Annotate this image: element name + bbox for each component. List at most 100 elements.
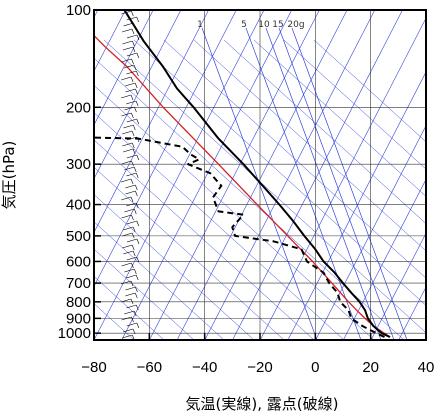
wind-barb	[126, 16, 137, 21]
adiabat-line	[94, 85, 375, 340]
mixing-ratio-line	[265, 27, 382, 340]
wind-barb	[125, 82, 136, 87]
grid	[93, 9, 427, 340]
mixing-ratio-label: 1	[197, 20, 203, 30]
wind-barb	[126, 70, 137, 75]
isotherm-line	[204, 10, 376, 340]
wind-barb	[120, 298, 132, 303]
adiabat-line	[313, 39, 426, 143]
wind-barb	[125, 184, 136, 189]
parcel-line	[94, 35, 391, 338]
isotherm-line	[370, 232, 426, 340]
wind-barb	[121, 316, 132, 321]
isotherm-line	[94, 10, 265, 340]
wind-barb	[130, 298, 134, 305]
x-tick-label: −80	[81, 359, 106, 376]
wind-barb	[123, 250, 134, 255]
wind-barb	[126, 172, 137, 177]
wind-barb	[132, 148, 136, 155]
mixing-ratio-line	[245, 27, 362, 340]
wind-barb	[125, 88, 136, 93]
adiabat-line	[94, 139, 315, 340]
wind-barb	[133, 22, 136, 29]
wind-barb	[135, 274, 139, 281]
wind-barb	[135, 190, 138, 197]
wind-barb	[131, 316, 134, 323]
wind-barb	[131, 160, 134, 167]
wind-barb	[131, 58, 134, 65]
wind-barb	[135, 184, 138, 191]
mixing-ratio-line	[278, 27, 395, 340]
wind-barb	[126, 238, 138, 243]
wind-barb	[126, 154, 137, 159]
adiabat-line	[94, 112, 345, 340]
adiabat-line	[193, 39, 426, 252]
isotherm-line	[94, 10, 209, 234]
y-tick-label: 1000	[58, 325, 91, 342]
wind-barb	[135, 88, 138, 95]
wind-barb	[130, 196, 134, 203]
wind-barb	[125, 286, 136, 291]
isotherm-line	[287, 71, 426, 340]
wind-barb	[124, 166, 135, 171]
adiabat-line	[103, 39, 426, 334]
adiabat-line	[163, 39, 426, 279]
isotherm-line	[232, 10, 403, 340]
wind-barb	[122, 244, 133, 249]
wind-barb	[135, 172, 139, 179]
adiabat-line	[94, 194, 255, 340]
wind-barb	[126, 136, 138, 141]
isotherm-line	[426, 10, 435, 340]
dewpoint-line	[94, 136, 385, 338]
wind-barb	[131, 10, 134, 17]
wind-barb	[123, 226, 134, 231]
temperature-line	[123, 10, 391, 338]
wind-barb	[120, 280, 132, 285]
isotherm-line	[121, 10, 292, 340]
y-axis-title: 気圧(hPa)	[0, 141, 18, 210]
series-group	[94, 10, 391, 338]
y-tick-label: 400	[66, 197, 91, 214]
wind-barb	[126, 274, 137, 279]
wind-barb	[122, 130, 133, 135]
adiabat-line	[94, 248, 195, 340]
mixing-ratio-line	[201, 27, 318, 340]
wind-barb	[131, 112, 134, 119]
wind-barb	[133, 64, 137, 71]
adiabat-line	[283, 39, 426, 170]
wind-barb	[124, 268, 135, 273]
wind-barb	[121, 10, 132, 15]
wind-barb	[131, 262, 134, 269]
wind-barb	[123, 64, 135, 69]
x-tick-label: 0	[311, 359, 319, 376]
wind-barb	[131, 130, 135, 137]
isotherm-line	[343, 178, 426, 340]
wind-barb	[121, 76, 132, 81]
wind-barbs	[120, 10, 140, 340]
y-tick-label: 100	[66, 2, 91, 19]
wind-barb	[131, 214, 134, 221]
wind-barb	[136, 118, 140, 125]
wind-barb	[136, 70, 139, 77]
wind-barb	[134, 292, 138, 299]
wind-barb	[134, 208, 137, 215]
mixing-ratio-labels: 1 5 10 15 20g	[197, 20, 304, 30]
y-tick-label: 900	[66, 310, 91, 327]
y-tick-label: 600	[66, 253, 91, 270]
wind-barb	[122, 40, 133, 45]
adiabat-line	[94, 221, 225, 340]
x-axis: −80 −60 −40 −20 0 20 40	[81, 333, 434, 376]
wind-barb	[130, 94, 134, 101]
y-tick-label: 500	[66, 228, 91, 245]
wind-barb	[121, 262, 132, 267]
wind-barb	[131, 142, 135, 149]
mixing-ratio-label: 5	[241, 20, 247, 30]
wind-barb	[121, 58, 132, 63]
wind-barb	[122, 334, 133, 339]
wind-barb	[130, 178, 134, 185]
wind-barb	[136, 136, 140, 143]
wind-barb	[123, 124, 134, 129]
isotherm-line	[176, 10, 348, 340]
